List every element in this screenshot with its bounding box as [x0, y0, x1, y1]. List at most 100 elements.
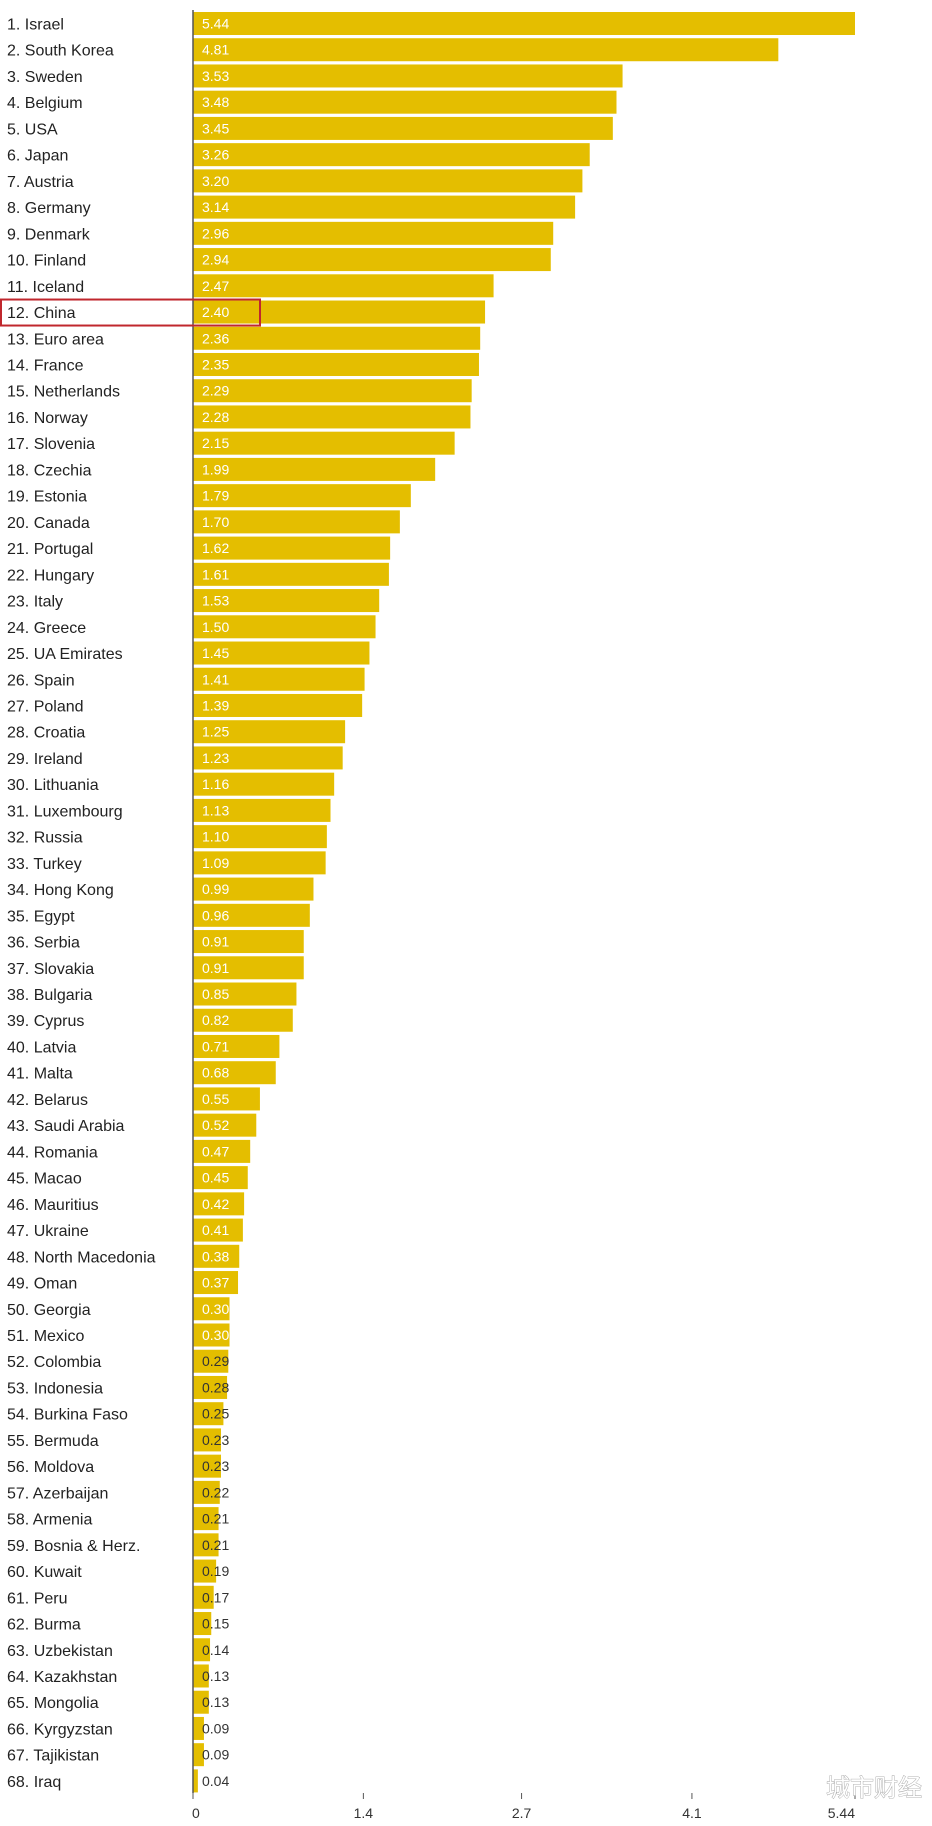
- category-label: 67. Tajikistan: [7, 1748, 99, 1765]
- value-label: 1.10: [202, 829, 229, 845]
- value-label: 0.22: [202, 1484, 229, 1500]
- bar: [193, 930, 304, 954]
- value-label: 2.96: [202, 225, 229, 241]
- value-label: 0.17: [202, 1589, 229, 1605]
- value-label: 0.13: [202, 1668, 229, 1684]
- value-label: 0.52: [202, 1117, 229, 1133]
- x-tick-label: 5.44: [828, 1805, 855, 1821]
- bar: [193, 1716, 204, 1740]
- bar: [193, 667, 365, 691]
- bar: [193, 641, 370, 665]
- value-label: 0.23: [202, 1458, 229, 1474]
- category-label: 26. Spain: [7, 672, 75, 689]
- category-label: 20. Canada: [7, 515, 90, 532]
- category-label: 36. Serbia: [7, 935, 80, 952]
- bar: [193, 1349, 229, 1373]
- value-label: 0.28: [202, 1379, 229, 1395]
- category-label: 29. Ireland: [7, 751, 83, 768]
- value-label: 0.37: [202, 1275, 229, 1291]
- bar: [193, 1507, 219, 1531]
- category-label: 32. Russia: [7, 830, 83, 847]
- bar: [193, 143, 590, 167]
- category-label: 51. Mexico: [7, 1328, 84, 1345]
- bar: [193, 956, 304, 980]
- value-label: 2.47: [202, 278, 229, 294]
- category-label: 45. Macao: [7, 1171, 82, 1188]
- value-label: 5.44: [202, 16, 229, 32]
- value-label: 3.45: [202, 120, 229, 136]
- category-label: 55. Bermuda: [7, 1433, 99, 1450]
- category-label: 24. Greece: [7, 620, 86, 637]
- bar: [193, 352, 479, 376]
- bar: [193, 1061, 276, 1085]
- value-label: 1.53: [202, 593, 229, 609]
- bar: [193, 562, 389, 586]
- bar: [193, 798, 331, 822]
- bar: [193, 38, 779, 62]
- category-label: 4. Belgium: [7, 95, 83, 112]
- value-label: 0.71: [202, 1038, 229, 1054]
- value-label: 0.04: [202, 1773, 229, 1789]
- category-label: 60. Kuwait: [7, 1564, 82, 1581]
- category-label: 63. Uzbekistan: [7, 1643, 113, 1660]
- value-label: 0.99: [202, 881, 229, 897]
- value-label: 3.26: [202, 147, 229, 163]
- bar: [193, 536, 391, 560]
- category-label: 56. Moldova: [7, 1459, 94, 1476]
- bar: [193, 169, 583, 193]
- category-label: 9. Denmark: [7, 226, 91, 243]
- bar: [193, 12, 855, 35]
- value-label: 0.30: [202, 1301, 229, 1317]
- bar: [193, 1087, 260, 1111]
- category-label: 14. France: [7, 357, 84, 374]
- x-tick-label: 4.1: [682, 1805, 702, 1821]
- bar: [193, 1559, 217, 1583]
- bar: [193, 1612, 212, 1636]
- category-label: 3. Sweden: [7, 69, 83, 86]
- bar: [193, 1192, 245, 1216]
- value-label: 1.99: [202, 461, 229, 477]
- bar: [193, 1743, 204, 1767]
- value-label: 0.96: [202, 907, 229, 923]
- bar: [193, 116, 613, 140]
- value-label: 0.41: [202, 1222, 229, 1238]
- value-label: 2.40: [202, 304, 229, 320]
- bar: [193, 903, 310, 927]
- value-label: 1.13: [202, 802, 229, 818]
- bar: [193, 1638, 211, 1662]
- bar: [193, 1585, 214, 1609]
- bar: [193, 1664, 209, 1688]
- value-label: 3.20: [202, 173, 229, 189]
- category-label: 2. South Korea: [7, 43, 114, 60]
- bar: [193, 1297, 230, 1321]
- bar: [193, 248, 551, 272]
- category-label: 18. Czechia: [7, 462, 92, 479]
- bar: [193, 457, 436, 481]
- bar: [193, 1454, 221, 1478]
- category-label: 59. Bosnia & Herz.: [7, 1538, 140, 1555]
- value-label: 0.29: [202, 1353, 229, 1369]
- value-label: 1.25: [202, 724, 229, 740]
- bar: [193, 693, 363, 717]
- category-label: 42. Belarus: [7, 1092, 88, 1109]
- bar: [193, 1034, 280, 1058]
- value-label: 0.38: [202, 1248, 229, 1264]
- category-label: 10. Finland: [7, 253, 86, 270]
- value-label: 1.45: [202, 645, 229, 661]
- bar: [193, 326, 481, 350]
- category-label: 33. Turkey: [7, 856, 82, 873]
- category-label: 61. Peru: [7, 1590, 67, 1607]
- value-label: 0.23: [202, 1432, 229, 1448]
- category-label: 17. Slovenia: [7, 436, 95, 453]
- category-label: 11. Iceland: [7, 279, 84, 296]
- category-label: 41. Malta: [7, 1066, 73, 1083]
- bar: [193, 431, 455, 455]
- category-label: 15. Netherlands: [7, 384, 120, 401]
- category-label: 48. North Macedonia: [7, 1249, 156, 1266]
- bar: [193, 510, 400, 534]
- category-label: 31. Luxembourg: [7, 803, 123, 820]
- category-label: 38. Bulgaria: [7, 987, 92, 1004]
- category-label: 47. Ukraine: [7, 1223, 89, 1240]
- category-label: 1. Israel: [7, 17, 64, 34]
